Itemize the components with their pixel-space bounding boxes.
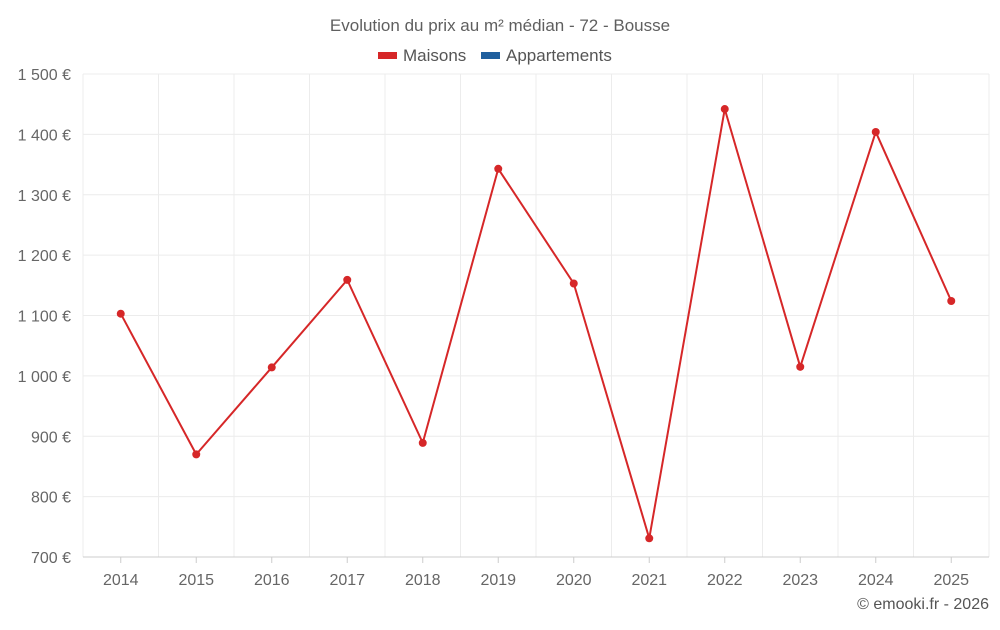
x-tick-label: 2017 (329, 572, 365, 589)
data-point[interactable] (192, 450, 201, 459)
data-point[interactable] (720, 105, 729, 114)
data-point[interactable] (418, 438, 427, 447)
series-line-maisons (119, 108, 953, 540)
y-tick-label: 1 300 € (18, 188, 71, 205)
data-point[interactable] (947, 297, 956, 306)
axes: 700 € 800 € 900 € 1 000 € 1 100 € 1 200 € 1 30… (18, 67, 989, 589)
chart-title: Evolution du prix au m² médian - 72 - Bo… (330, 16, 670, 35)
data-point[interactable] (871, 127, 880, 136)
y-tick-label: 1 100 € (18, 309, 71, 326)
y-tick-label: 700 € (31, 550, 71, 567)
data-point[interactable] (267, 363, 276, 372)
data-point[interactable] (494, 164, 503, 173)
legend-item-appartements[interactable]: Appartements (481, 46, 612, 65)
y-tick-label: 1 200 € (18, 248, 71, 265)
x-tick-label: 2018 (405, 572, 441, 589)
y-tick-label: 900 € (31, 429, 71, 446)
data-point[interactable] (116, 309, 125, 318)
legend-label-maisons: Maisons (403, 46, 466, 65)
x-tick-label: 2025 (933, 572, 969, 589)
data-point[interactable] (645, 534, 654, 543)
series-layer (116, 105, 956, 543)
x-tick-label: 2020 (556, 572, 592, 589)
data-point[interactable] (796, 362, 805, 371)
x-tick-label: 2021 (631, 572, 667, 589)
legend-label-appartements: Appartements (506, 46, 612, 65)
x-tick-label: 2022 (707, 572, 743, 589)
x-tick-label: 2019 (480, 572, 516, 589)
credit-text: © emooki.fr - 2026 (857, 596, 989, 613)
x-tick-label: 2024 (858, 572, 894, 589)
x-tick-label: 2015 (178, 572, 214, 589)
x-tick-label: 2016 (254, 572, 290, 589)
grid (82, 73, 990, 557)
y-tick-label: 800 € (31, 490, 71, 507)
y-tick-label: 1 000 € (18, 369, 71, 386)
legend-swatch-appartements (481, 52, 500, 59)
legend-item-maisons[interactable]: Maisons (378, 46, 466, 65)
data-point[interactable] (569, 279, 578, 288)
data-point[interactable] (343, 275, 352, 284)
legend-swatch-maisons (378, 52, 397, 59)
y-tick-label: 1 500 € (18, 67, 71, 84)
x-tick-label: 2014 (103, 572, 139, 589)
legend: Maisons Appartements (378, 46, 612, 65)
y-tick-label: 1 400 € (18, 127, 71, 144)
x-tick-label: 2023 (782, 572, 818, 589)
